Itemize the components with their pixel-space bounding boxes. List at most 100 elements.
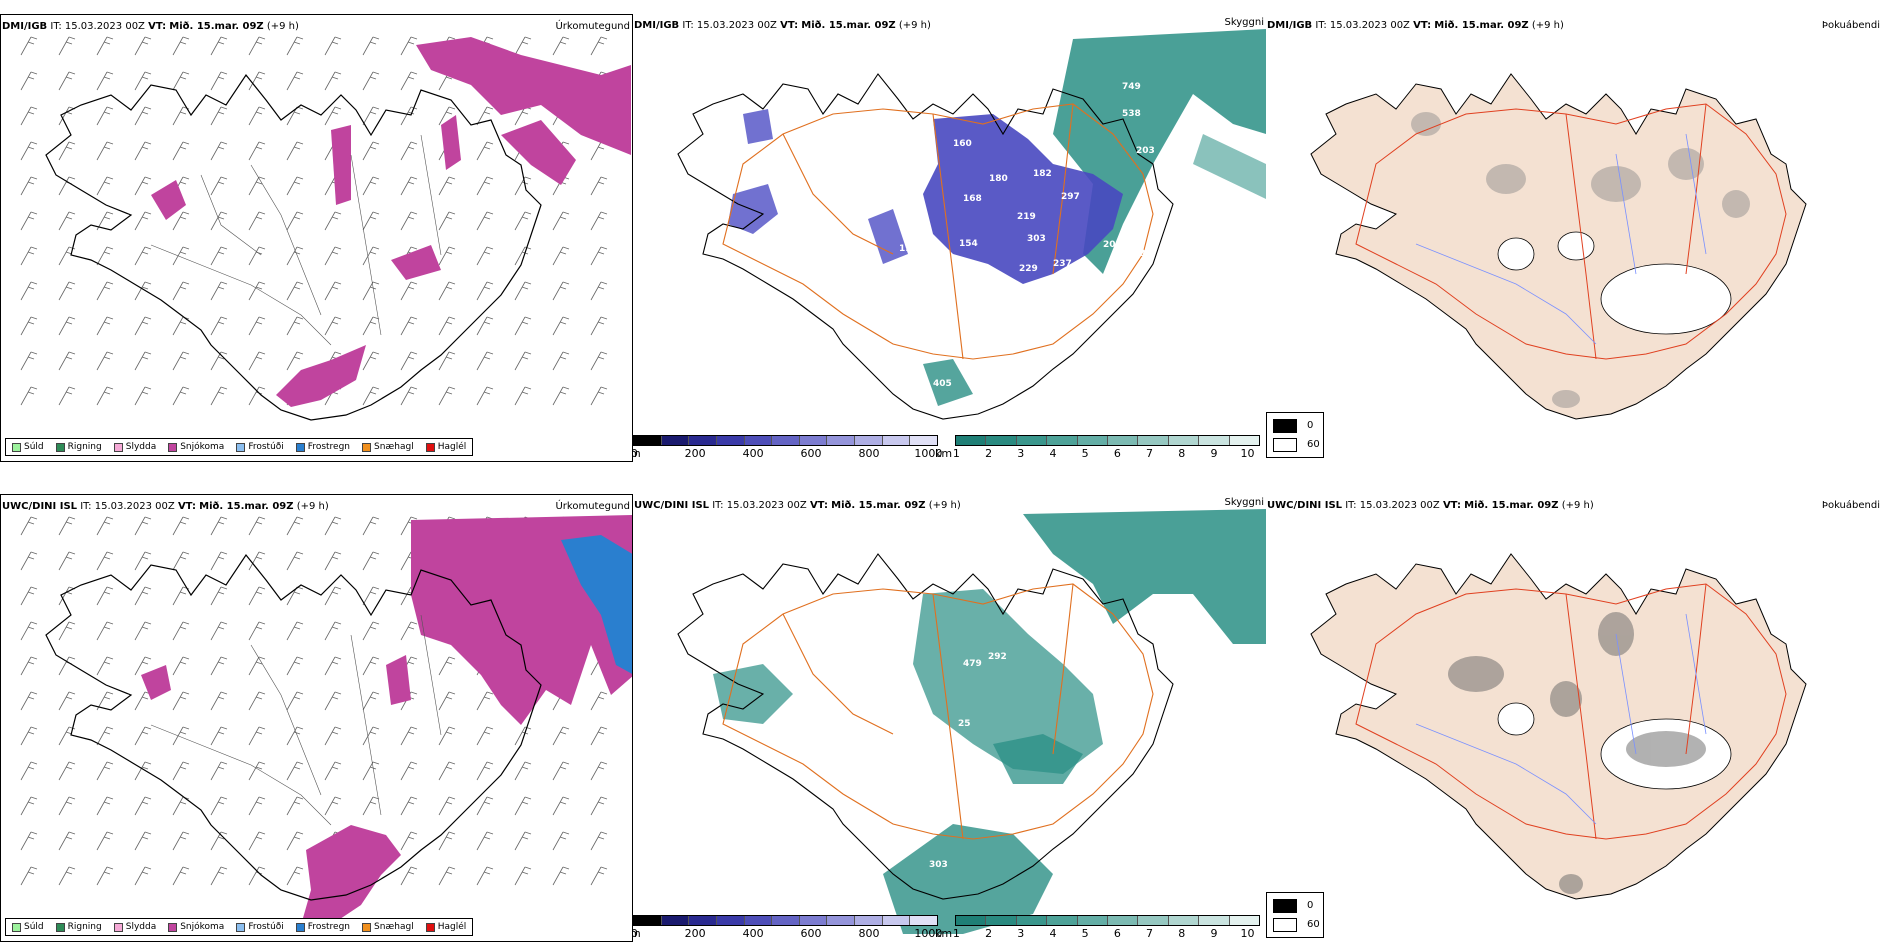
legend-snjokoma: Snjókoma [168,922,224,932]
wind-barb [476,351,494,371]
wind-barb [248,316,266,336]
wind-barb [172,71,190,91]
fog-swatch-0 [1273,419,1297,433]
wind-barb [134,246,152,266]
colorbar-tick: 5 [1081,927,1089,940]
colorbar-swatch [1199,916,1230,925]
colorbar-swatch [1229,916,1260,925]
colorbar-tick: 6 [1113,447,1121,460]
ceiling-colorbar-ticks: 0 200 400 600 800 1000 [633,446,942,460]
wind-barb [438,211,456,231]
wind-barb [590,796,608,816]
wind-barb [476,106,494,126]
wind-barb [248,176,266,196]
legend-snjokoma: Snjókoma [168,442,224,452]
colorbar-swatch [1108,436,1139,445]
wind-barb [324,246,342,266]
wind-barb [362,586,380,606]
wind-barb [172,36,190,56]
wind-barb [362,246,380,266]
wind-barb [58,386,76,406]
colorbar-swatch [772,436,800,445]
wind-barb [438,691,456,711]
it-label: IT: [712,500,724,511]
low-ceiling-w [728,184,778,234]
wind-barb [286,71,304,91]
fog-label-60: 60 [1307,919,1320,930]
iceland-coast [45,553,542,901]
swatch [362,922,372,932]
low-visibility-w [713,664,793,724]
wind-barb [476,211,494,231]
wind-barb [210,726,228,746]
wind-barb [58,516,76,536]
wind-barb [514,726,532,746]
legend-frostudi: Frostúði [236,922,284,932]
wind-barb [324,691,342,711]
wind-barb [438,281,456,301]
roads [722,103,1154,360]
wind-barb [552,866,570,886]
wind-barb [552,211,570,231]
wind-barb [552,726,570,746]
wind-barb [400,71,418,91]
wind-barb [362,551,380,571]
wind-barb [20,141,38,161]
panel-name: Skyggni [1224,497,1264,508]
colorbar-swatch [1138,916,1169,925]
wind-barb [134,71,152,91]
wind-barb [248,246,266,266]
wind-barb [172,551,190,571]
wind-barb [134,586,152,606]
wind-barb [286,281,304,301]
ceiling-label: 292 [988,652,1007,662]
wind-barb [248,141,266,161]
legend-snaehagl: Snæhagl [362,442,414,452]
colorbar-tick: 4 [1049,927,1057,940]
vt-label: VT: [148,21,167,32]
fog-label-60: 60 [1307,439,1320,450]
model-name: DMI/IGB [2,21,48,32]
ceiling-label: 133 [1113,262,1132,272]
wind-barb [400,351,418,371]
wind-barb [362,36,380,56]
colorbar-tick: 1000 [914,927,943,940]
wind-barb [362,71,380,91]
wind-barb [324,316,342,336]
wind-barb [172,656,190,676]
colorbar-tick: 6 [1113,927,1121,940]
wind-barb [324,36,342,56]
wind-barb [248,351,266,371]
wind-barb [286,726,304,746]
wind-barb [172,106,190,126]
wind-barb [514,761,532,781]
visibility-map-row2 [677,509,1266,934]
wind-barb [590,831,608,851]
wind-barb [20,516,38,536]
wind-barb [400,281,418,301]
wind-barb [210,281,228,301]
colorbar-tick: 7 [1146,927,1154,940]
wind-barb [514,796,532,816]
wind-barb [210,691,228,711]
wind-barb [134,691,152,711]
fog-legend: 0 60 [1266,412,1324,458]
visibility-colorbar: 1 2 3 4 5 6 7 8 9 10 km [935,915,1260,942]
ceiling-label: 297 [1059,294,1078,304]
wind-barb [286,761,304,781]
colorbar-swatch [986,436,1017,445]
wind-barb [58,176,76,196]
wind-barb [552,831,570,851]
wind-barb [590,726,608,746]
legend-rigning: Rigning [55,922,102,932]
ceiling-label: 296 [896,716,915,726]
wind-barb [96,351,114,371]
wind-barb [248,551,266,571]
colorbar-tick: 0 [633,927,638,940]
wind-barb [476,246,494,266]
colorbar-swatch [882,436,911,445]
wind-barb [134,761,152,781]
wind-barb [362,761,380,781]
glacier-langjokull [1497,702,1535,736]
panel-name: Úrkomutegund [555,501,630,512]
